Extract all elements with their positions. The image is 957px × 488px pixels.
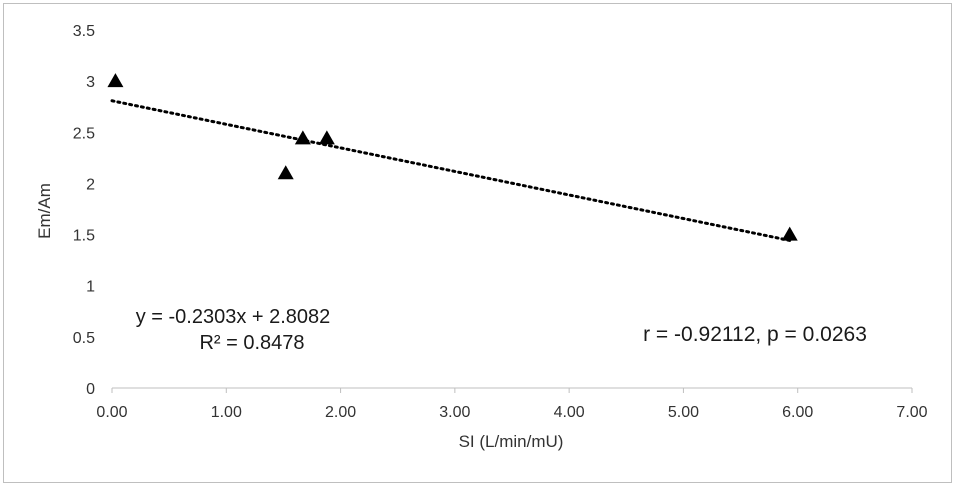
correlation-label: r = -0.92112, p = 0.0263 [643,323,867,346]
data-point-triangle [318,130,335,145]
trendline [110,99,792,242]
y-axis-title: Em/Am [35,183,54,239]
x-tick-label: 2.00 [325,404,356,421]
r-squared-label: R² = 0.8478 [199,332,304,354]
x-axis-title: SI (L/min/mU) [459,432,564,451]
x-tick-label: 4.00 [554,404,585,421]
y-tick-label: 3 [86,74,95,91]
data-point-triangle [107,73,124,88]
x-tick-label: 1.00 [211,404,242,421]
x-tick-label: 3.00 [439,404,470,421]
y-tick-label: 1.5 [73,228,95,245]
y-tick-label: 3.5 [73,23,95,40]
x-tick-label: 0.00 [96,404,127,421]
y-tick-label: 2 [86,176,95,193]
data-point-triangle [294,130,311,145]
x-tick-label: 7.00 [896,404,927,421]
data-point-triangle [781,226,798,241]
y-tick-label: 0.5 [73,330,95,347]
y-tick-label: 2.5 [73,125,95,142]
y-axis-ticks: 0 0.5 1 1.5 2 2.5 3 3.5 [73,23,95,398]
trendline-equation: y = -0.2303x + 2.8082 [136,306,331,328]
y-tick-label: 1 [86,279,95,296]
x-tick-label: 6.00 [782,404,813,421]
x-tick-label: 5.00 [668,404,699,421]
data-point-triangle [277,165,294,180]
chart-frame [3,3,952,483]
y-tick-label: 0 [86,381,95,398]
x-axis-ticks: 0.00 1.00 2.00 3.00 4.00 5.00 6.00 7.00 [96,388,928,421]
data-points [107,73,798,241]
